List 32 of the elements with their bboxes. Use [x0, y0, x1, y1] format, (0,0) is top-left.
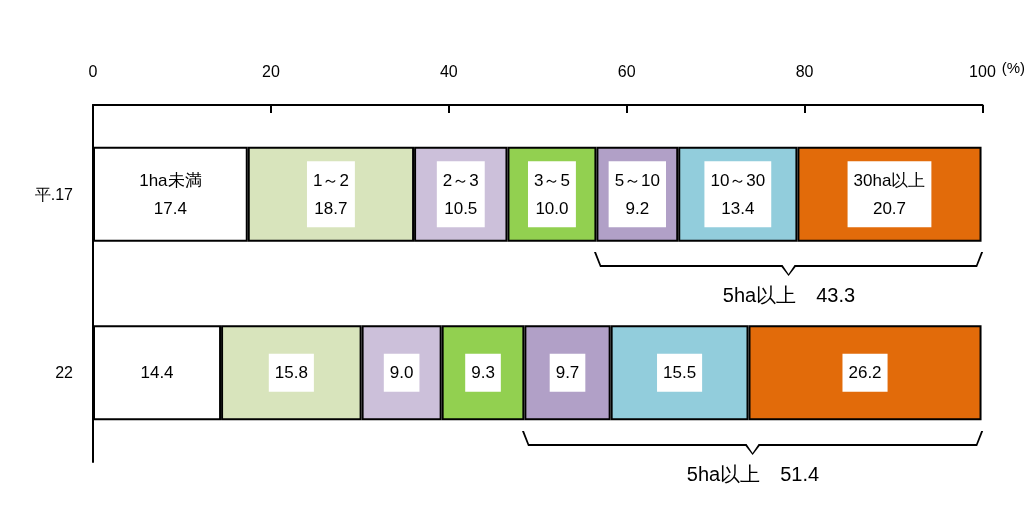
data-label: 17.4 [153, 198, 187, 218]
series-label: 3～5 [533, 170, 570, 190]
data-label: 18.7 [314, 198, 348, 218]
x-axis-title: (%) [1001, 59, 1025, 76]
x-tick-label: 80 [795, 62, 814, 80]
data-label: 10.5 [444, 198, 478, 218]
data-label: 15.8 [274, 363, 308, 383]
data-label: 20.7 [872, 198, 907, 218]
annotation: 5ha以上 43.3 [722, 284, 856, 307]
x-tick-label: 40 [439, 62, 458, 80]
data-label: 9.2 [625, 198, 650, 218]
series-label: 10～30 [710, 170, 766, 190]
text: 5ha以上 51.4 [686, 462, 820, 485]
series-label: 5～10 [614, 170, 661, 190]
data-label: 13.4 [721, 198, 755, 218]
series-label: 30ha以上 [853, 170, 926, 190]
y-tick-label: 平.17 [34, 185, 74, 203]
data-label: 9.0 [389, 363, 414, 383]
series-label: 1～2 [312, 170, 349, 190]
series-label: 1ha未満 [139, 170, 202, 190]
data-label: 14.4 [140, 363, 174, 383]
data-label: 26.2 [848, 363, 882, 383]
x-tick-label: 20 [261, 62, 280, 80]
data-label: 10.0 [535, 198, 569, 218]
series-label: 2～3 [442, 170, 479, 190]
x-tick-label: 100 [969, 62, 996, 80]
y-tick-label: 22 [55, 364, 74, 382]
data-label: 15.5 [663, 363, 697, 383]
x-tick-label: 0 [88, 62, 98, 80]
data-label: 9.3 [471, 363, 495, 383]
x-tick-label: 60 [617, 62, 636, 80]
data-label: 9.7 [555, 363, 580, 383]
